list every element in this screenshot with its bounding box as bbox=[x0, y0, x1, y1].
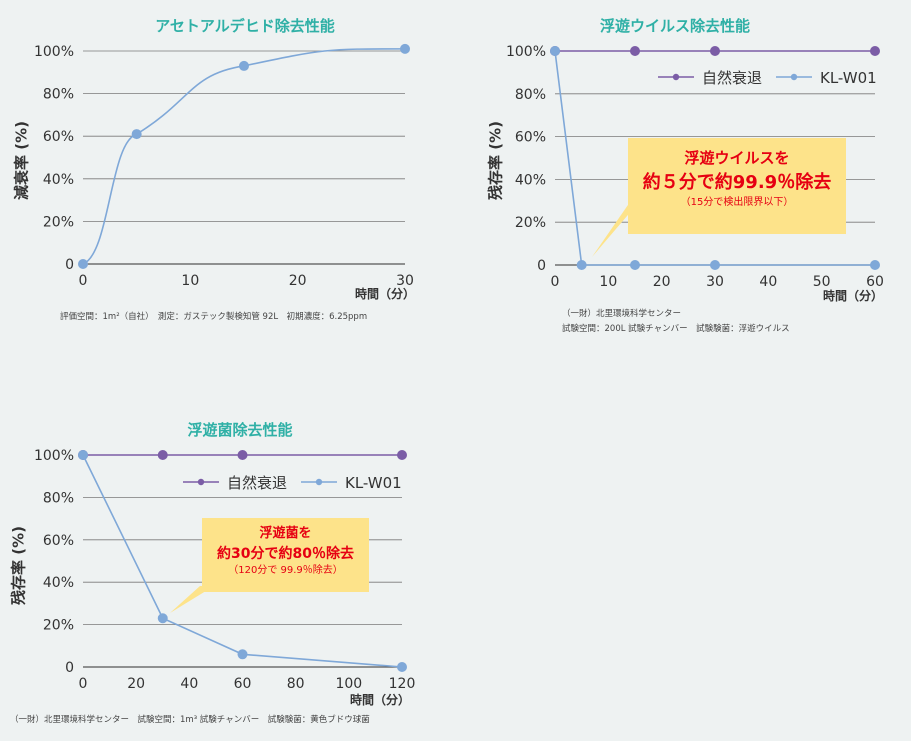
chart3-ytick-0: 0 bbox=[65, 660, 74, 676]
chart2-series-0-point-1 bbox=[630, 46, 640, 56]
chart2-callout-pointer bbox=[592, 202, 639, 257]
chart1-series-0-point-3 bbox=[400, 43, 410, 54]
chart1-xtick-0: 0 bbox=[79, 273, 88, 289]
chart2-xtick-3: 30 bbox=[706, 274, 724, 290]
chart2-series-1-point-2 bbox=[630, 260, 640, 270]
chart1-note: 評価空間：1m²（自社） 測定：ガステック製検知管 92L 初期濃度：6.25p… bbox=[60, 312, 368, 322]
chart3-series-0-point-3 bbox=[397, 450, 407, 460]
chart1-title: アセトアルデヒド除去性能 bbox=[155, 17, 335, 35]
chart2-series-1-point-0 bbox=[550, 46, 560, 56]
chart3-series-0-point-2 bbox=[237, 450, 248, 460]
chart2-callout-line2: 約５分で約99.9％除去 bbox=[642, 171, 832, 193]
chart3-title: 浮遊菌除去性能 bbox=[187, 421, 293, 439]
chart2-xtick-5: 50 bbox=[813, 274, 831, 290]
chart3-note: （一財）北里環境科学センター 試験空間：1m³ 試験チャンバー 試験験菌：黄色ブ… bbox=[10, 715, 370, 725]
chart2-xtick-0: 0 bbox=[551, 274, 560, 290]
chart3-xtick-3: 60 bbox=[234, 676, 252, 692]
chart1-xunit: 時間（分） bbox=[355, 286, 415, 301]
chart3-series-1-point-1 bbox=[157, 613, 168, 624]
chart1-ytick-4: 80% bbox=[43, 87, 74, 103]
chart1-ytick-1: 20% bbox=[43, 214, 74, 230]
chart2-legend-label-0: 自然衰退 bbox=[702, 69, 762, 87]
chart3-ylabel: 残存率 (%) bbox=[9, 526, 28, 605]
chart1-ytick-3: 60% bbox=[43, 129, 74, 145]
chart2-series-0-point-3 bbox=[870, 46, 880, 56]
chart3-xtick-0: 0 bbox=[79, 676, 88, 692]
chart2-ytick-2: 40% bbox=[515, 172, 546, 188]
chart2-xtick-1: 10 bbox=[599, 274, 617, 290]
chart2-legend-label-1: KL-W01 bbox=[820, 69, 877, 87]
chart3-ytick-5: 100% bbox=[34, 448, 74, 464]
chart1-ytick-2: 40% bbox=[43, 172, 74, 188]
chart3-legend-marker-1 bbox=[315, 478, 323, 486]
chart2-note-line1: （一財）北里環境科学センター bbox=[562, 309, 682, 319]
chart2-callout: 浮遊ウイルスを 約５分で約99.9％除去 （15分で検出限界以下） bbox=[628, 138, 846, 234]
chart2-xtick-6: 60 bbox=[866, 274, 884, 290]
chart2-series-1-point-3 bbox=[710, 260, 720, 270]
chart2-title: 浮遊ウイルス除去性能 bbox=[599, 17, 750, 35]
chart1-xtick-2: 20 bbox=[289, 273, 307, 289]
chart3-xtick-1: 20 bbox=[127, 676, 145, 692]
chart3-callout-pointer bbox=[170, 586, 214, 613]
chart2-callout-line1: 浮遊ウイルスを bbox=[684, 149, 790, 167]
chart1-series-line-0 bbox=[82, 48, 406, 265]
chart2-xunit: 時間（分） bbox=[823, 288, 883, 303]
chart3-callout-line1: 浮遊菌を bbox=[259, 526, 312, 541]
chart2-note-line2: 試験空間：200L 試験チャンバー 試験験菌：浮遊ウイルス bbox=[562, 324, 790, 334]
chart2-ytick-1: 20% bbox=[515, 215, 546, 231]
chart2-ytick-5: 100% bbox=[506, 44, 546, 60]
chart2-series-1-point-1 bbox=[576, 260, 587, 270]
chart3-xunit: 時間（分） bbox=[350, 692, 410, 707]
chart3-ytick-3: 60% bbox=[43, 533, 74, 549]
chart2-callout-line3: （15分で検出限界以下） bbox=[680, 196, 794, 208]
chart3-ytick-4: 80% bbox=[43, 490, 74, 506]
chart3-xtick-5: 100 bbox=[335, 676, 362, 692]
chart2-series-1-point-4 bbox=[870, 260, 880, 270]
chart2-ytick-3: 60% bbox=[515, 130, 546, 146]
chart1-series-0-point-1 bbox=[131, 129, 142, 140]
chart1-series-0-point-0 bbox=[78, 259, 88, 269]
chart3-series-1-point-2 bbox=[237, 649, 248, 660]
chart3-series-line-1 bbox=[82, 454, 403, 668]
chart3-series-0-point-1 bbox=[157, 450, 168, 460]
chart3-legend-label-1: KL-W01 bbox=[345, 474, 402, 492]
chart2-xtick-4: 40 bbox=[759, 274, 777, 290]
chart3-ytick-2: 40% bbox=[43, 575, 74, 591]
chart2-series-0-point-2 bbox=[710, 46, 720, 56]
chart2-xtick-2: 20 bbox=[653, 274, 671, 290]
chart2-ytick-4: 80% bbox=[515, 87, 546, 103]
chart3-legend-marker-0 bbox=[197, 478, 205, 486]
chart2-ytick-0: 0 bbox=[537, 258, 546, 274]
chart3-callout-line2: 約30分で約80％除去 bbox=[217, 545, 354, 562]
chart3-series-1-point-0 bbox=[78, 450, 88, 460]
chart1-ytick-5: 100% bbox=[34, 44, 74, 60]
chart1-ytick-0: 0 bbox=[65, 257, 74, 273]
chart3-xtick-6: 120 bbox=[389, 676, 416, 692]
chart2-legend-marker-1 bbox=[790, 73, 798, 81]
chart1-series-0-point-2 bbox=[239, 60, 249, 71]
chart3-ytick-1: 20% bbox=[43, 618, 74, 634]
chart3-series-1-point-3 bbox=[397, 662, 407, 672]
chart2-legend-marker-0 bbox=[672, 73, 680, 81]
chart3-xtick-2: 40 bbox=[180, 676, 198, 692]
chart1-ylabel: 減衰率 (%) bbox=[12, 121, 31, 200]
chart1-xtick-3: 30 bbox=[396, 273, 414, 289]
chart3-xtick-4: 80 bbox=[287, 676, 305, 692]
chart3-callout: 浮遊菌を 約30分で約80％除去 （120分で 99.9％除去） bbox=[202, 518, 369, 592]
chart3-callout-line3: （120分で 99.9％除去） bbox=[228, 565, 343, 577]
chart3-legend-label-0: 自然衰退 bbox=[227, 474, 287, 492]
chart1-xtick-1: 10 bbox=[181, 273, 199, 289]
